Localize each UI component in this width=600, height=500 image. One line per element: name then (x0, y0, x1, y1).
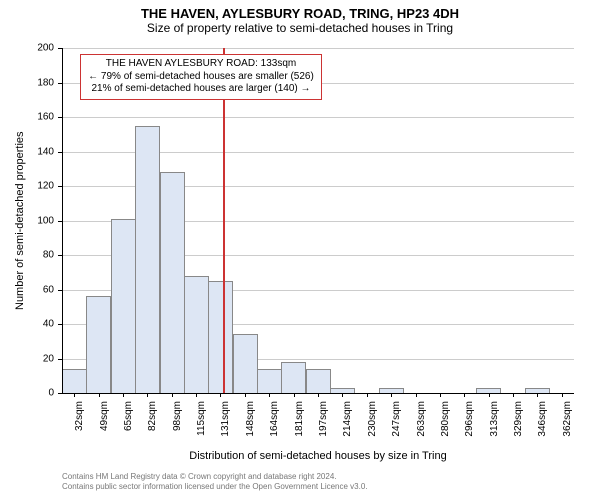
marker-line (223, 48, 225, 393)
x-tick (464, 393, 465, 397)
y-tick-label: 20 (43, 353, 54, 364)
x-tick (342, 393, 343, 397)
x-tick-label: 280sqm (440, 401, 451, 441)
x-tick (123, 393, 124, 397)
x-tick (74, 393, 75, 397)
x-tick (537, 393, 538, 397)
x-tick-label: 98sqm (172, 401, 183, 441)
x-tick-label: 131sqm (220, 401, 231, 441)
histogram-bar (281, 362, 306, 393)
x-tick-label: 263sqm (416, 401, 427, 441)
histogram-bar (306, 369, 331, 393)
histogram-bar (86, 296, 111, 393)
attribution-line1: Contains HM Land Registry data © Crown c… (62, 472, 368, 482)
y-tick-label: 140 (37, 146, 54, 157)
y-tick-label: 40 (43, 319, 54, 330)
annotation-line: ← 79% of semi-detached houses are smalle… (87, 71, 315, 84)
attribution-line2: Contains public sector information licen… (62, 482, 368, 492)
gridline (62, 48, 574, 49)
y-tick-label: 120 (37, 181, 54, 192)
y-tick-label: 80 (43, 250, 54, 261)
attribution-text: Contains HM Land Registry data © Crown c… (62, 472, 368, 491)
x-tick (269, 393, 270, 397)
x-axis-label: Distribution of semi-detached houses by … (62, 450, 574, 462)
histogram-bar (257, 369, 282, 393)
x-tick-label: 115sqm (196, 401, 207, 441)
x-tick (391, 393, 392, 397)
x-tick-label: 181sqm (294, 401, 305, 441)
x-tick-label: 148sqm (245, 401, 256, 441)
histogram-bar (160, 172, 185, 393)
y-tick-label: 160 (37, 112, 54, 123)
annotation-line: THE HAVEN AYLESBURY ROAD: 133sqm (87, 58, 315, 71)
x-tick-label: 164sqm (269, 401, 280, 441)
plot-area: 020406080100120140160180200THE HAVEN AYL… (62, 48, 574, 393)
y-tick-label: 100 (37, 215, 54, 226)
histogram-bar (135, 126, 160, 393)
x-tick (562, 393, 563, 397)
x-tick (294, 393, 295, 397)
x-tick-label: 296sqm (464, 401, 475, 441)
y-axis-label: Number of semi-detached properties (14, 131, 26, 310)
x-tick-label: 49sqm (99, 401, 110, 441)
histogram-bar (233, 334, 258, 393)
x-tick (367, 393, 368, 397)
x-tick (172, 393, 173, 397)
y-axis (62, 48, 63, 393)
gridline (62, 117, 574, 118)
annotation-line: 21% of semi-detached houses are larger (… (87, 83, 315, 96)
y-tick-label: 200 (37, 43, 54, 54)
x-tick-label: 313sqm (489, 401, 500, 441)
x-tick-label: 346sqm (537, 401, 548, 441)
x-tick-label: 32sqm (74, 401, 85, 441)
x-tick-label: 247sqm (391, 401, 402, 441)
x-tick-label: 82sqm (147, 401, 158, 441)
histogram-bar (184, 276, 209, 393)
x-tick (489, 393, 490, 397)
x-tick (147, 393, 148, 397)
x-tick (416, 393, 417, 397)
x-tick (440, 393, 441, 397)
x-tick (196, 393, 197, 397)
x-tick-label: 197sqm (318, 401, 329, 441)
x-tick-label: 230sqm (367, 401, 378, 441)
annotation-box: THE HAVEN AYLESBURY ROAD: 133sqm← 79% of… (80, 54, 322, 100)
x-tick-label: 214sqm (342, 401, 353, 441)
x-tick (513, 393, 514, 397)
y-tick-label: 180 (37, 77, 54, 88)
x-tick-label: 362sqm (562, 401, 573, 441)
y-tick-label: 60 (43, 284, 54, 295)
x-tick (245, 393, 246, 397)
x-tick (220, 393, 221, 397)
y-tick-label: 0 (48, 388, 54, 399)
chart-title: THE HAVEN, AYLESBURY ROAD, TRING, HP23 4… (0, 0, 600, 21)
histogram-bar (62, 369, 87, 393)
x-tick-label: 329sqm (513, 401, 524, 441)
x-tick-label: 65sqm (123, 401, 134, 441)
x-tick (318, 393, 319, 397)
chart-subtitle: Size of property relative to semi-detach… (0, 21, 600, 35)
histogram-bar (208, 281, 233, 393)
histogram-bar (111, 219, 136, 393)
x-tick (99, 393, 100, 397)
